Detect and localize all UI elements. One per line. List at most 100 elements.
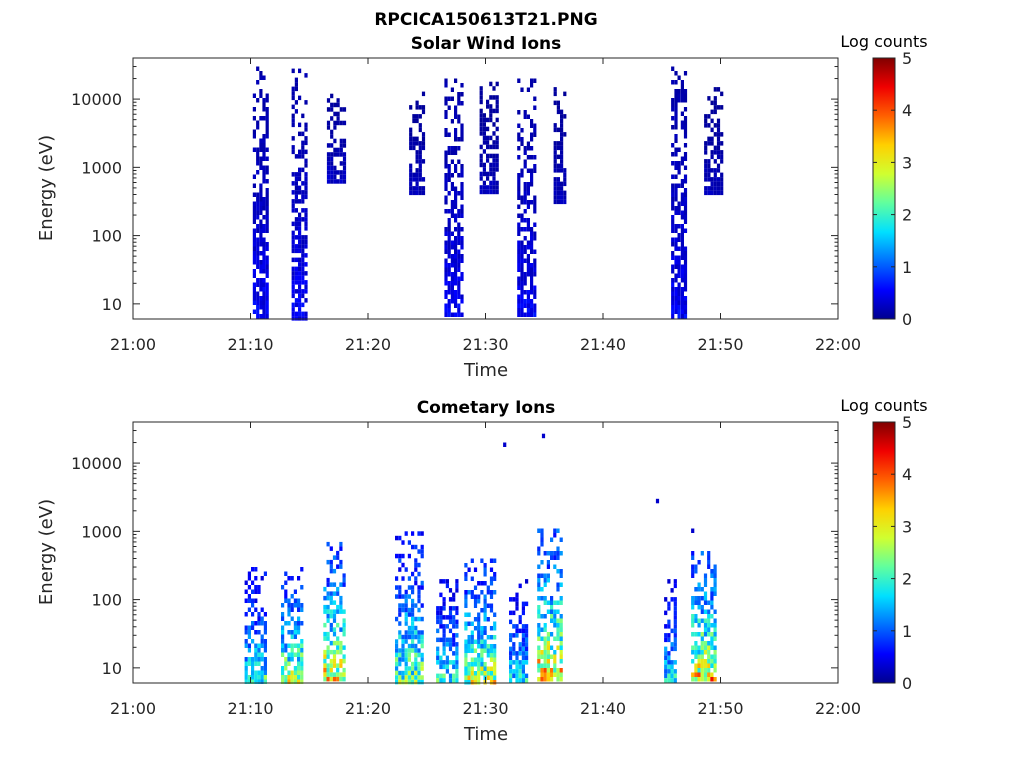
heatmap-cell [448,673,453,679]
heatmap-cell [301,262,305,267]
heatmap-cell [398,553,402,559]
heatmap-cell [460,254,464,259]
heatmap-cell [455,619,459,625]
heatmap-cell [543,551,547,556]
heatmap-cell [667,660,671,665]
heatmap-cell [262,147,266,152]
heatmap-cell [493,621,497,626]
heatmap-cell [455,583,459,589]
heatmap-cell [664,678,668,683]
heatmap-cell [673,660,677,665]
heatmap-cell [667,655,671,661]
heatmap-cell [454,249,458,254]
heatmap-cell [294,77,298,83]
heatmap-cell [444,186,448,191]
heatmap-cell [697,645,701,650]
heatmap-cell [323,676,327,682]
heatmap-cell [477,635,481,640]
heatmap-cell [259,183,263,188]
heatmap-cell [450,258,454,263]
heatmap-cell [281,639,285,644]
heatmap-cell [444,312,448,317]
heatmap-cell [259,93,263,98]
heatmap-cell [448,597,453,602]
heatmap-cell [716,105,721,110]
heatmap-cell [404,630,408,635]
heatmap-cell [436,619,440,625]
heatmap-cell [256,98,260,103]
heatmap-cell [414,567,418,572]
heatmap-cell [398,670,402,676]
heatmap-cell [262,165,266,170]
heatmap-cell [533,78,537,83]
heatmap-cell [680,111,684,116]
heatmap-cell [523,258,527,263]
heatmap-cell [530,281,534,286]
heatmap-cell [707,650,711,655]
heatmap-cell [700,677,704,682]
heatmap-cell [560,150,564,155]
heatmap-cell [294,172,298,177]
heatmap-cell [300,639,304,644]
heatmap-cell [336,98,340,103]
heatmap-cell [680,291,684,296]
heatmap-cell [450,209,454,214]
heatmap-cell [450,294,454,299]
heatmap-cell [540,614,544,619]
heatmap-cell [563,177,567,182]
heatmap-cell [720,141,724,146]
heatmap-cell [330,156,334,162]
heatmap-cell [467,621,471,626]
heatmap-cell [493,666,497,671]
heatmap-cell [329,622,333,628]
heatmap-cell [454,272,458,277]
heatmap-cell [520,141,524,146]
heatmap-cell [436,678,440,683]
heatmap-cell [492,153,496,159]
heatmap-cell [281,634,285,639]
heatmap-cell [342,622,346,628]
heatmap-cell [482,126,486,132]
heatmap-cell [454,137,458,142]
heatmap-cell [336,170,340,175]
heatmap-cell [674,305,678,310]
heatmap-cell [444,114,448,119]
heatmap-cell [418,145,422,151]
heatmap-cell [326,577,330,583]
heatmap-cell [683,192,688,197]
heatmap-cell [680,192,684,197]
heatmap-cell [530,168,534,173]
heatmap-cell [467,675,471,680]
heatmap-cell [263,630,267,635]
heatmap-cell [420,657,424,662]
heatmap-cell [710,177,714,182]
heatmap-cell [454,150,458,155]
heatmap-cell [517,177,521,182]
heatmap-cell [473,675,478,680]
heatmap-cell [254,670,258,675]
heatmap-cell [329,667,333,673]
heatmap-cell [697,663,701,668]
heatmap-cell [452,664,456,670]
heatmap-cell [520,218,524,223]
heatmap-cell [664,610,668,616]
heatmap-cell [673,606,677,611]
heatmap-cell [553,663,557,668]
heatmap-cell [262,215,266,220]
heatmap-cell [560,141,564,146]
heatmap-cell [287,630,291,635]
heatmap-cell [520,281,524,286]
heatmap-cell [670,673,674,679]
heatmap-cell [553,564,557,569]
heatmap-cell [421,136,426,142]
heatmap-cell [493,558,497,563]
heatmap-cell [518,619,522,625]
heatmap-cell [525,651,529,656]
heatmap-cell [265,165,269,170]
heatmap-cell [298,302,302,308]
heatmap-cell [256,300,260,305]
heatmap-cell [251,580,255,585]
heatmap-cell [407,679,411,685]
heatmap-cell [421,109,426,115]
heatmap-cell [683,93,688,98]
